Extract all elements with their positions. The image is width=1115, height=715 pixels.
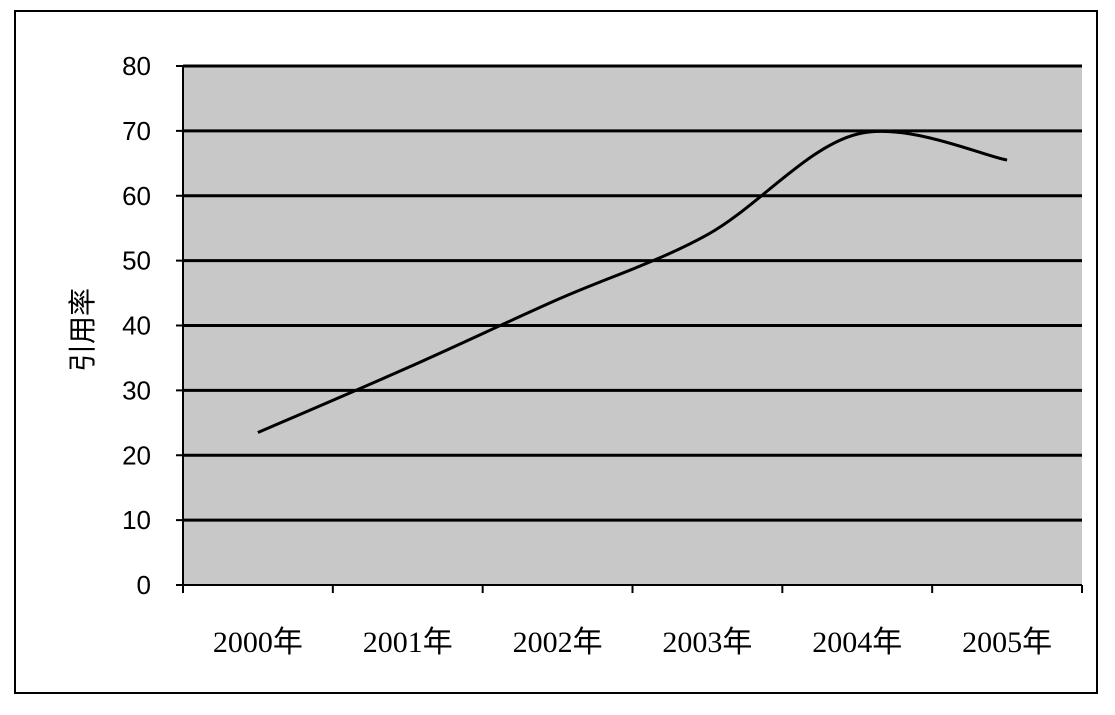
x-tick-label: 2000年: [213, 626, 303, 659]
gridlines: [183, 64, 1082, 522]
y-tick-label: 0: [137, 570, 151, 600]
x-tick-label: 2001年: [363, 626, 453, 659]
y-tick-labels: 0 10 20 30 40 50 60 70 80: [122, 51, 151, 600]
series-line: [257, 129, 1008, 434]
y-tick-label: 50: [122, 246, 151, 276]
y-tick-label: 40: [122, 311, 151, 341]
chart-frame: [14, 10, 1098, 694]
y-tick-label: 10: [122, 505, 151, 535]
y-axis-label: 引用率: [66, 288, 99, 372]
y-tick-label: 30: [122, 375, 151, 405]
x-tick-label: 2005年: [962, 626, 1052, 659]
x-tick-label: 2004年: [812, 626, 902, 659]
x-tick-labels: 2000年 2001年 2002年 2003年 2004年 2005年: [213, 626, 1052, 659]
axes: [176, 65, 1083, 593]
y-tick-label: 70: [122, 116, 151, 146]
y-tick-label: 20: [122, 440, 151, 470]
y-tick-label: 60: [122, 181, 151, 211]
x-tick-label: 2002年: [513, 626, 603, 659]
y-tick-label: 80: [122, 51, 151, 81]
x-tick-label: 2003年: [662, 626, 752, 659]
